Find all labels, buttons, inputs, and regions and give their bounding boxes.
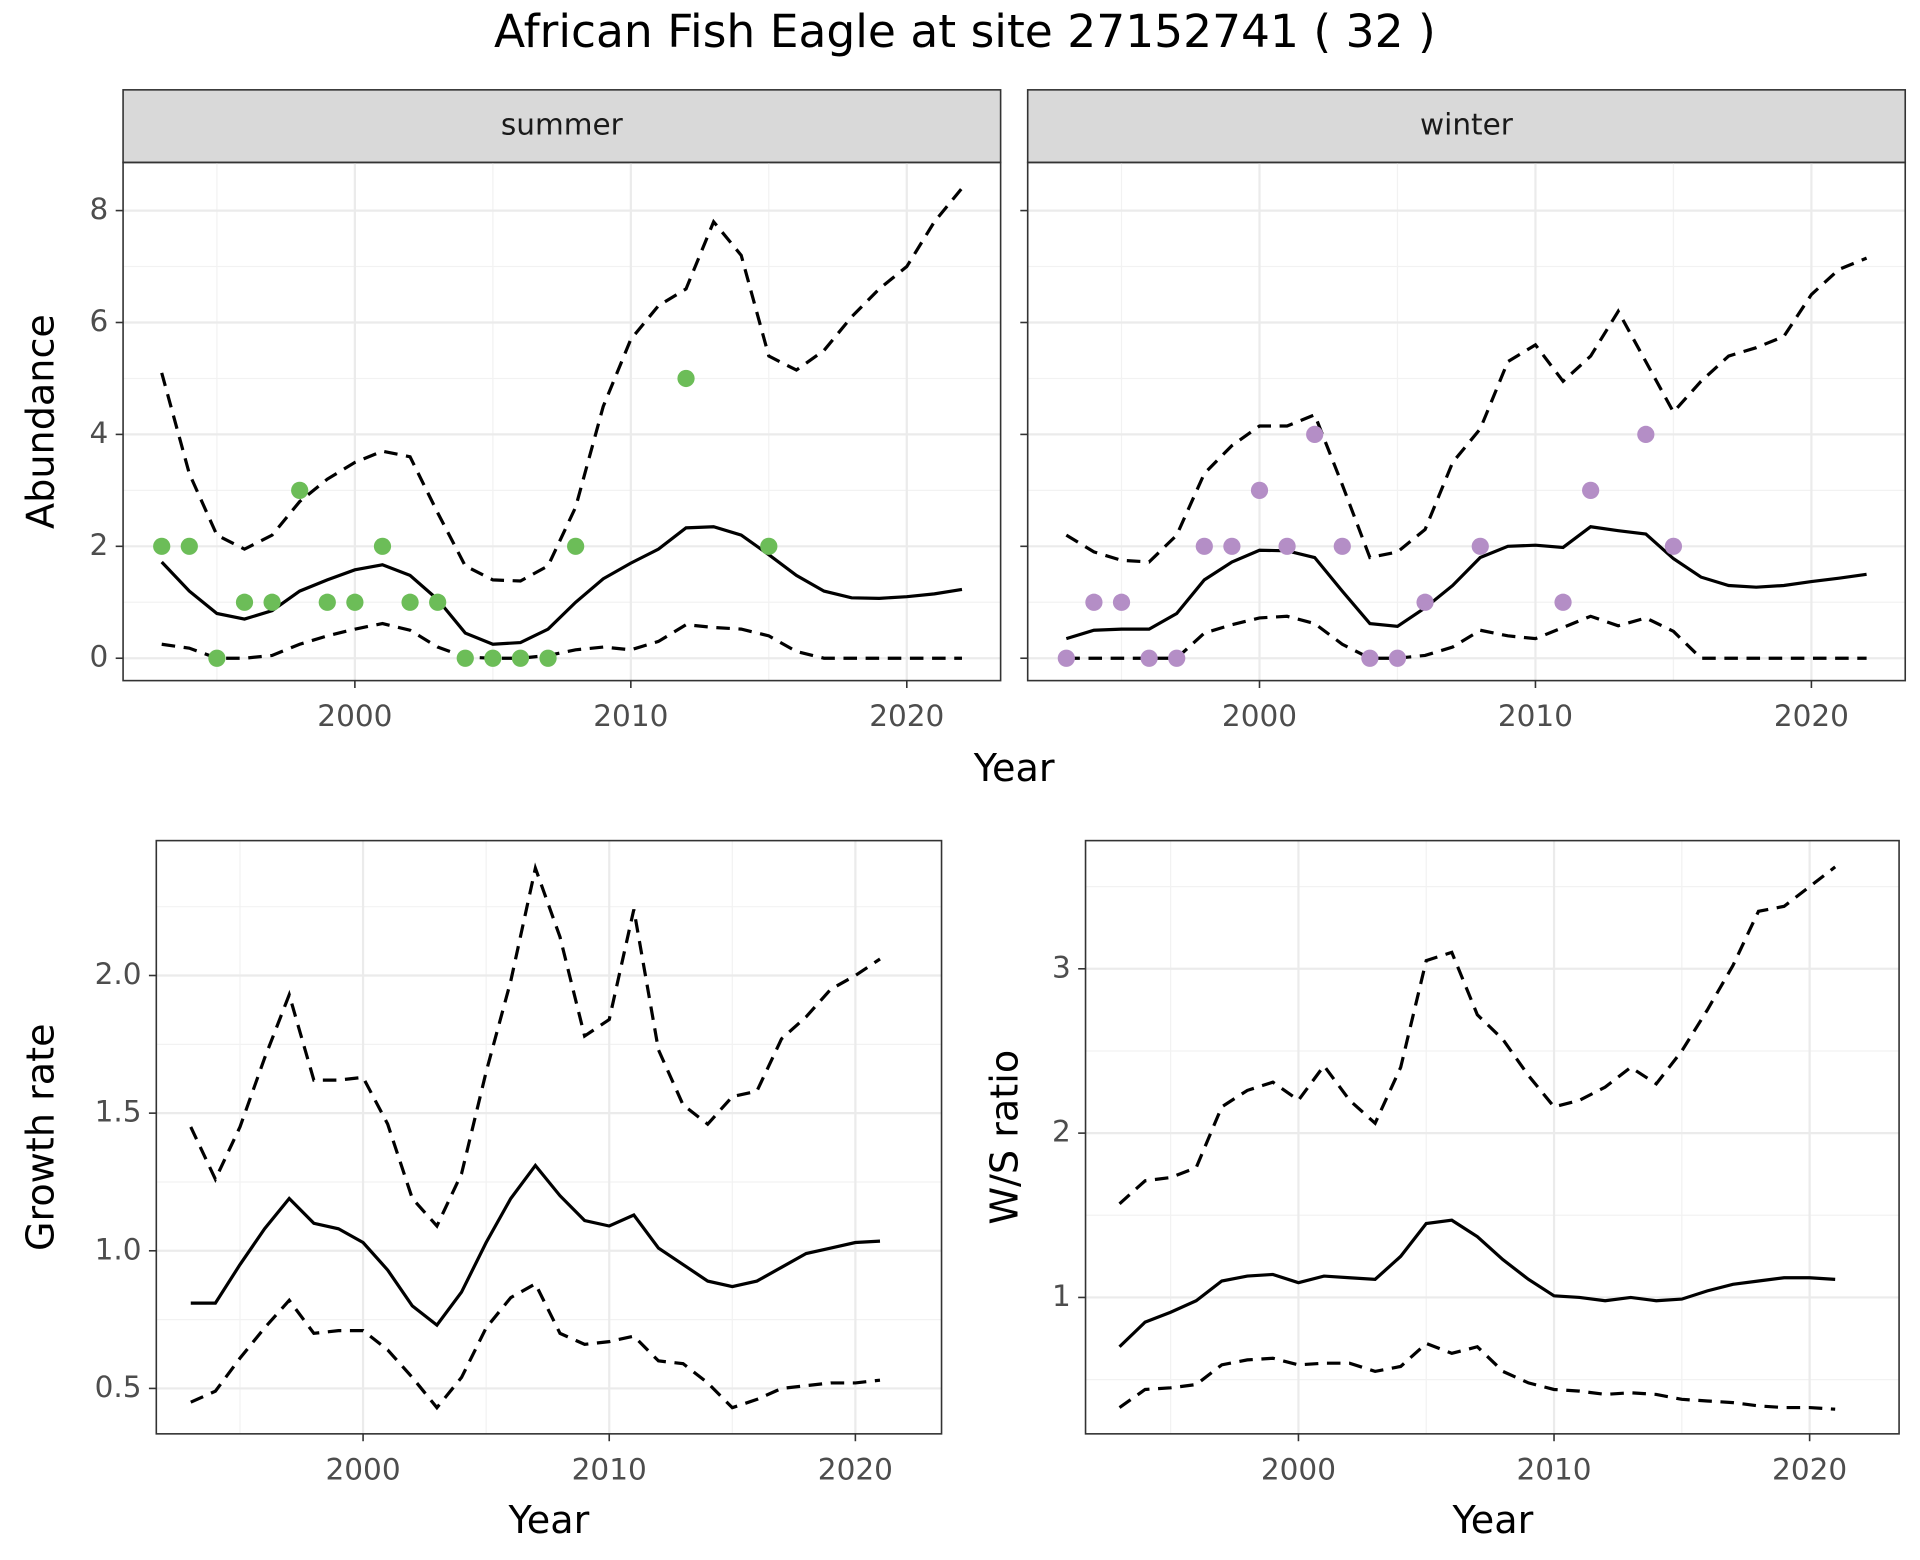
y-axis-title: Growth rate [19, 1023, 63, 1251]
y-tick-label: 6 [90, 304, 109, 338]
x-tick-label: 2020 [1774, 699, 1849, 733]
data-point [263, 593, 281, 611]
x-axis-title: Year [508, 1498, 590, 1542]
figure-title: African Fish Eagle at site 27152741 ( 32… [494, 5, 1436, 58]
data-point [484, 649, 502, 667]
data-point [401, 593, 419, 611]
data-point [539, 649, 557, 667]
data-point [1140, 649, 1158, 667]
y-axis-title: Abundance [19, 314, 63, 529]
data-point [373, 537, 392, 555]
data-point [677, 369, 695, 388]
y-tick-label: 2 [1052, 1115, 1071, 1149]
data-point [1112, 593, 1131, 611]
panel-background [123, 162, 1001, 681]
y-tick-label: 1.0 [95, 1232, 142, 1266]
x-tick-label: 2010 [1498, 699, 1573, 733]
strip-label: winter [1420, 108, 1514, 142]
strip-background [1026, 89, 1907, 164]
mean-line [1118, 1218, 1836, 1348]
panel-border [1026, 161, 1907, 682]
data-point [456, 649, 474, 667]
x-tick-label: 2020 [869, 699, 944, 733]
strip-label: summer [501, 108, 624, 142]
x-tick-label: 2020 [818, 1452, 893, 1486]
data-point [291, 481, 309, 499]
x-tick-label: 2000 [317, 699, 392, 733]
y-tick-label: 2 [90, 528, 109, 562]
interval-line [1065, 256, 1868, 564]
data-point [208, 649, 226, 667]
panel-border [1084, 839, 1900, 1435]
data-point [1664, 537, 1683, 555]
y-tick-label: 1 [1052, 1279, 1071, 1313]
data-point [1361, 649, 1379, 667]
data-point [1195, 537, 1213, 555]
data-point [429, 593, 447, 611]
y-tick-label: 0.5 [95, 1370, 142, 1404]
panel-background [1027, 162, 1906, 681]
data-point [1388, 649, 1407, 667]
y-tick-label: 2.0 [95, 957, 142, 991]
strip-background [122, 89, 1002, 164]
interval-line [1118, 1341, 1836, 1411]
data-point [1637, 425, 1655, 444]
data-point [1416, 593, 1434, 611]
data-point [1582, 481, 1600, 499]
data-point [1168, 649, 1186, 667]
x-tick-label: 2010 [572, 1452, 647, 1486]
x-tick-label: 2010 [1516, 1452, 1591, 1486]
y-tick-label: 0 [90, 640, 109, 674]
y-tick-label: 8 [90, 192, 109, 226]
panel-border [155, 839, 943, 1435]
panel-border [122, 161, 1002, 682]
data-point [1278, 537, 1296, 555]
interval-line [1066, 614, 1867, 660]
data-point [1250, 481, 1269, 499]
x-tick-label: 2000 [1261, 1452, 1336, 1486]
data-point [1057, 649, 1075, 667]
data-point [511, 649, 530, 667]
data-point [567, 537, 585, 555]
data-point [1085, 593, 1103, 611]
data-point [1223, 537, 1241, 555]
interval-line [189, 862, 881, 1229]
data-point [1471, 537, 1489, 555]
x-axis-title: Year [1452, 1498, 1534, 1542]
x-tick-label: 2000 [326, 1452, 401, 1486]
data-point [1333, 537, 1351, 555]
data-point [760, 537, 778, 555]
mean-line [190, 1162, 881, 1328]
interval-line [1118, 865, 1837, 1205]
interval-line [160, 187, 964, 583]
panel-background [1085, 840, 1900, 1434]
x-tick-label: 2020 [1772, 1452, 1847, 1486]
y-tick-label: 1.5 [95, 1095, 142, 1129]
y-tick-label: 4 [90, 416, 109, 450]
panel-background [156, 840, 942, 1434]
x-tick-label: 2010 [593, 699, 668, 733]
data-point [318, 593, 336, 611]
data-point [1306, 425, 1324, 444]
data-point [235, 593, 254, 611]
data-point [1554, 593, 1572, 611]
x-axis-title: Year [973, 746, 1055, 790]
x-tick-label: 2000 [1222, 699, 1297, 733]
y-axis-title: W/S ratio [982, 1050, 1026, 1225]
interval-line [161, 621, 962, 660]
mean-line [1065, 525, 1867, 641]
data-point [180, 537, 198, 555]
mean-line [160, 525, 963, 646]
data-point [346, 593, 364, 611]
y-tick-label: 3 [1052, 950, 1071, 984]
data-point [153, 537, 171, 555]
